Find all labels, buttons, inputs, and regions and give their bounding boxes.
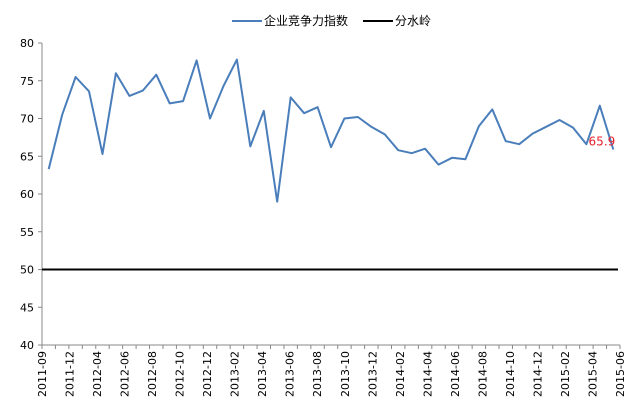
x-tick-label: 2013-02 xyxy=(229,351,242,397)
legend-label-watershed: 分水岭 xyxy=(395,14,431,28)
series-line-competitiveness-index xyxy=(47,58,615,203)
axes: 40 45 50 55 60 65 70 75 80 2011-09 2011-12 2012-04 2… xyxy=(20,37,627,397)
x-tick-label: 2014-08 xyxy=(476,351,489,397)
x-tick-label: 2014-06 xyxy=(449,351,462,397)
x-tick-label: 2012-04 xyxy=(91,351,104,397)
data-label-last-value: 65.9 xyxy=(589,134,616,148)
x-tick-label: 2013-12 xyxy=(366,351,379,397)
x-tick-label: 2012-08 xyxy=(146,351,159,397)
x-tick-label: 2013-04 xyxy=(256,351,269,397)
y-tick-label: 65 xyxy=(20,150,34,163)
y-tick-label: 60 xyxy=(20,188,34,201)
x-tick-label: 2015-06 xyxy=(614,351,627,397)
x-tick-label: 2014-04 xyxy=(421,351,434,397)
x-tick-label: 2013-10 xyxy=(339,351,352,397)
x-tick-label: 2012-12 xyxy=(201,351,214,397)
x-tick-label: 2014-02 xyxy=(394,351,407,397)
x-tick-label: 2013-06 xyxy=(284,351,297,397)
x-tick-label: 2014-12 xyxy=(531,351,544,397)
y-tick-label: 45 xyxy=(20,301,34,314)
y-tick-label: 70 xyxy=(20,113,34,126)
x-tick-label: 2015-02 xyxy=(559,351,572,397)
x-tick-label: 2012-06 xyxy=(119,351,132,397)
legend: 企业竞争力指数 分水岭 xyxy=(232,13,431,28)
y-tick-label: 55 xyxy=(20,226,34,239)
x-tick-label: 2014-10 xyxy=(504,351,517,397)
x-tick-label: 2011-12 xyxy=(64,351,77,397)
legend-label-competitiveness-index: 企业竞争力指数 xyxy=(264,13,348,28)
y-tick-label: 75 xyxy=(20,75,34,88)
x-tick-label: 2015-04 xyxy=(586,351,599,397)
y-tick-label: 50 xyxy=(20,264,34,277)
y-tick-label: 80 xyxy=(20,37,34,50)
plot-area: 65.9 xyxy=(42,58,618,271)
x-tick-label: 2011-09 xyxy=(36,351,49,397)
x-tick-label: 2012-10 xyxy=(174,351,187,397)
x-tick-label: 2013-08 xyxy=(311,351,324,397)
y-tick-label: 40 xyxy=(20,339,34,352)
